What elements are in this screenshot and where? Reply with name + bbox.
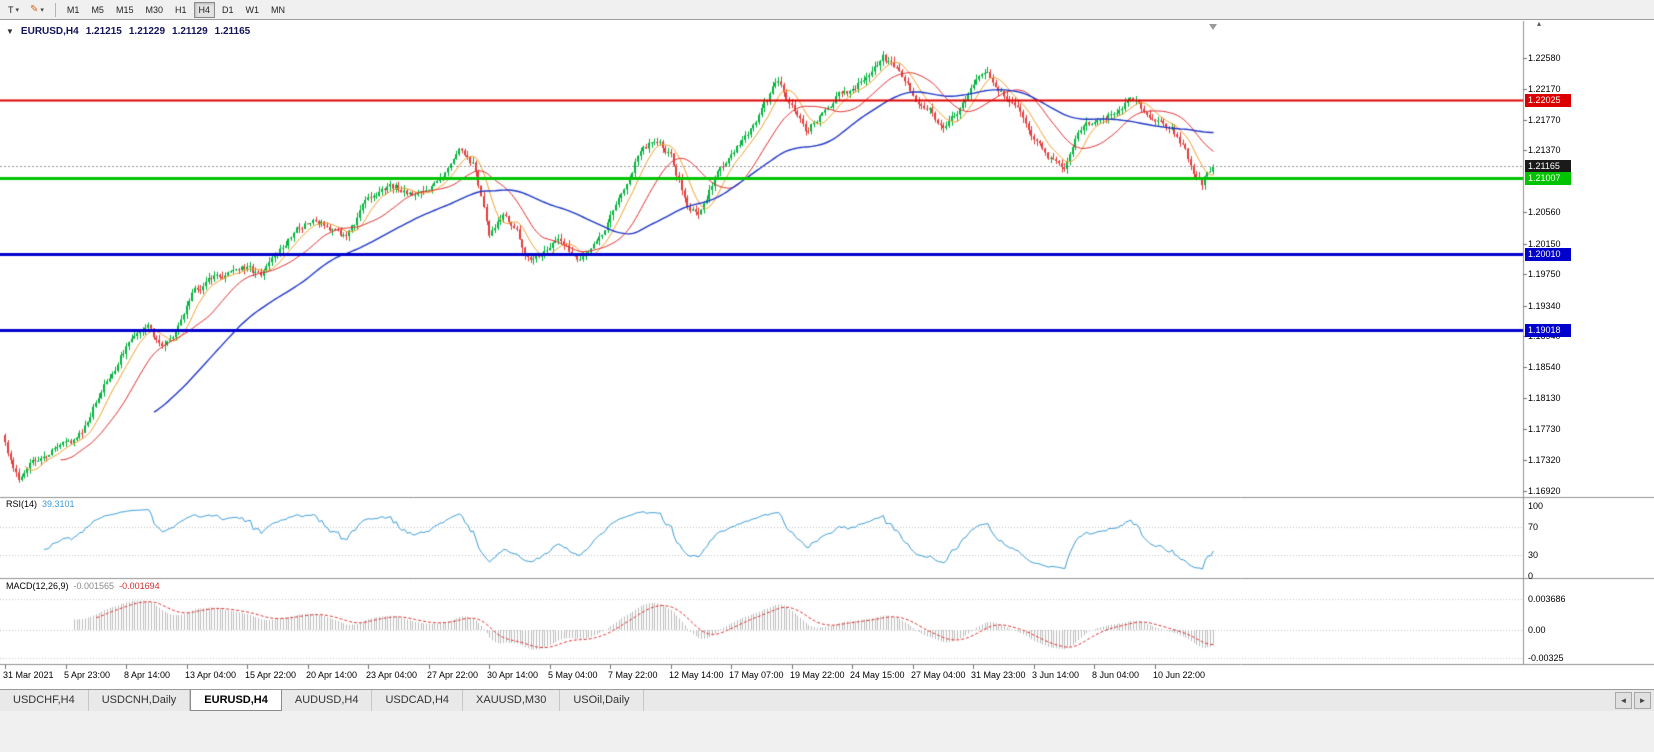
price-axis-label: 1.21370 <box>1528 145 1561 155</box>
tab-audusd-h4[interactable]: AUDUSD,H4 <box>282 690 373 711</box>
chart-tabbar: USDCHF,H4 USDCNH,Daily EURUSD,H4 AUDUSD,H4 U… <box>0 689 1654 711</box>
support-line-price-tag: 1.20010 <box>1525 248 1571 261</box>
caret-down-icon: ▾ <box>15 6 20 14</box>
rsi-axis-label: 30 <box>1528 550 1539 560</box>
time-axis-label: 23 Apr 04:00 <box>366 670 418 680</box>
support-line-price-tag: 1.21007 <box>1525 172 1571 185</box>
toolbar: T ▾ ✎ ▾ M1 M5 M15 M30 H1 H4 D1 W1 MN <box>0 0 1654 20</box>
timeframe-button-m30[interactable]: M30 <box>145 4 163 15</box>
time-axis-label: 31 Mar 2021 <box>3 670 54 680</box>
macd-value: -0.001565 <box>73 581 115 591</box>
scroll-up-icon[interactable]: ▴ <box>1537 19 1542 28</box>
price-axis-label: 1.18130 <box>1528 393 1561 403</box>
tab-list: USDCHF,H4 USDCNH,Daily EURUSD,H4 AUDUSD,H4 U… <box>0 690 644 711</box>
toolbar-separator <box>54 2 56 17</box>
rsi-axis-label: 0 <box>1528 571 1534 581</box>
price-axis-label: 1.20150 <box>1528 239 1561 249</box>
rsi-indicator-label: RSI(14) 39.3101 <box>6 499 75 509</box>
tab-usdchf-h4[interactable]: USDCHF,H4 <box>0 690 89 711</box>
open-price: 1.21215 <box>85 26 122 37</box>
time-axis-label: 7 May 22:00 <box>608 670 658 680</box>
time-axis-label: 19 May 22:00 <box>790 670 845 680</box>
tab-scroll-left-button[interactable]: ◄ <box>1615 692 1632 709</box>
chart-shift-marker-icon[interactable] <box>1209 24 1217 30</box>
chart-type-button[interactable]: T ▾ <box>3 2 24 18</box>
tab-usoil-daily[interactable]: USOil,Daily <box>560 690 644 711</box>
window-bottom-area <box>0 711 1654 752</box>
rsi-name: RSI(14) <box>6 499 38 509</box>
price-axis-label: 1.22580 <box>1528 53 1561 63</box>
time-axis-label: 8 Apr 14:00 <box>124 670 171 680</box>
price-axis-label: 1.20560 <box>1528 207 1561 217</box>
time-axis-label: 15 Apr 22:00 <box>245 670 297 680</box>
price-axis-label: 1.22170 <box>1528 84 1561 94</box>
time-axis-label: 17 May 07:00 <box>729 670 784 680</box>
rsi-axis-label: 70 <box>1528 522 1539 532</box>
rsi-value: 39.3101 <box>42 499 75 509</box>
time-axis-label: 27 Apr 22:00 <box>427 670 479 680</box>
timeframe-button-h4[interactable]: H4 <box>193 1 216 18</box>
macd-indicator-label: MACD(12,26,9) -0.001565 -0.001694 <box>6 581 160 591</box>
tab-usdcad-h4[interactable]: USDCAD,H4 <box>372 690 464 711</box>
time-axis-label: 12 May 14:00 <box>669 670 724 680</box>
time-axis-label: 8 Jun 04:00 <box>1092 670 1140 680</box>
close-price: 1.21165 <box>214 26 251 37</box>
time-axis-label: 13 Apr 04:00 <box>185 670 237 680</box>
price-axis-label: 1.18540 <box>1528 362 1561 372</box>
time-axis-label: 20 Apr 14:00 <box>306 670 358 680</box>
time-axis-label: 3 Jun 14:00 <box>1032 670 1080 680</box>
drawing-tool-button[interactable]: ✎ ▾ <box>25 2 49 18</box>
price-axis-label: 1.19340 <box>1528 301 1561 311</box>
support-line-price-tag: 1.19018 <box>1525 324 1571 337</box>
symbol-dropdown-icon[interactable]: ▼ <box>6 27 14 36</box>
tab-usdcnh-daily[interactable]: USDCNH,Daily <box>89 690 191 711</box>
macd-axis-label: -0.00325 <box>1528 653 1564 663</box>
timeframe-button-w1[interactable]: W1 <box>245 4 260 15</box>
timeframe-button-h1[interactable]: H1 <box>174 4 187 15</box>
time-axis-label: 30 Apr 14:00 <box>487 670 539 680</box>
resistance-line-price-tag: 1.22025 <box>1525 94 1571 107</box>
high-price: 1.21229 <box>128 26 166 37</box>
price-axis-label: 1.17730 <box>1528 424 1561 434</box>
low-price: 1.21129 <box>172 26 208 37</box>
time-axis-label: 27 May 04:00 <box>911 670 966 680</box>
price-axis-label: 1.21770 <box>1528 115 1561 125</box>
time-axis-label: 31 May 23:00 <box>971 670 1026 680</box>
chart-type-label: T <box>8 4 14 15</box>
time-axis-label: 5 Apr 23:00 <box>64 670 111 680</box>
macd-axis-label: 0.003686 <box>1528 594 1566 604</box>
tab-eurusd-h4[interactable]: EURUSD,H4 <box>190 690 282 711</box>
timeframe-button-m1[interactable]: M1 <box>66 4 80 15</box>
time-axis-label: 24 May 15:00 <box>850 670 905 680</box>
current-price-price-tag: 1.21165 <box>1525 160 1571 173</box>
timeframe-group: M1 M5 M15 M30 H1 H4 D1 W1 MN <box>62 1 290 18</box>
chart-symbol-header: ▼ EURUSD,H4 1.21215 1.21229 1.21129 1.21… <box>6 26 250 37</box>
timeframe-button-m5[interactable]: M5 <box>91 4 104 15</box>
timeframe-button-d1[interactable]: D1 <box>222 4 234 15</box>
macd-name: MACD(12,26,9) <box>6 581 69 591</box>
price-axis-label: 1.17320 <box>1528 455 1561 465</box>
price-axis-label: 1.16920 <box>1528 486 1561 496</box>
time-axis-label: 5 May 04:00 <box>548 670 598 680</box>
symbol-timeframe-label: EURUSD,H4 <box>20 26 79 37</box>
caret-down-icon: ▾ <box>40 6 44 14</box>
pencil-icon: ✎ <box>30 4 39 15</box>
tab-scrollbar: ◄ ► <box>1615 692 1651 709</box>
price-axis-label: 1.19750 <box>1528 269 1561 279</box>
macd-signal-value: -0.001694 <box>119 581 160 591</box>
macd-axis-label: 0.00 <box>1528 625 1546 635</box>
tab-xauusd-m30[interactable]: XAUUSD,M30 <box>463 690 561 711</box>
time-axis-label: 10 Jun 22:00 <box>1153 670 1206 680</box>
tab-scroll-right-button[interactable]: ► <box>1634 692 1651 709</box>
rsi-axis-label: 100 <box>1528 501 1544 511</box>
timeframe-button-mn[interactable]: MN <box>271 4 286 15</box>
timeframe-button-m15[interactable]: M15 <box>115 4 134 15</box>
